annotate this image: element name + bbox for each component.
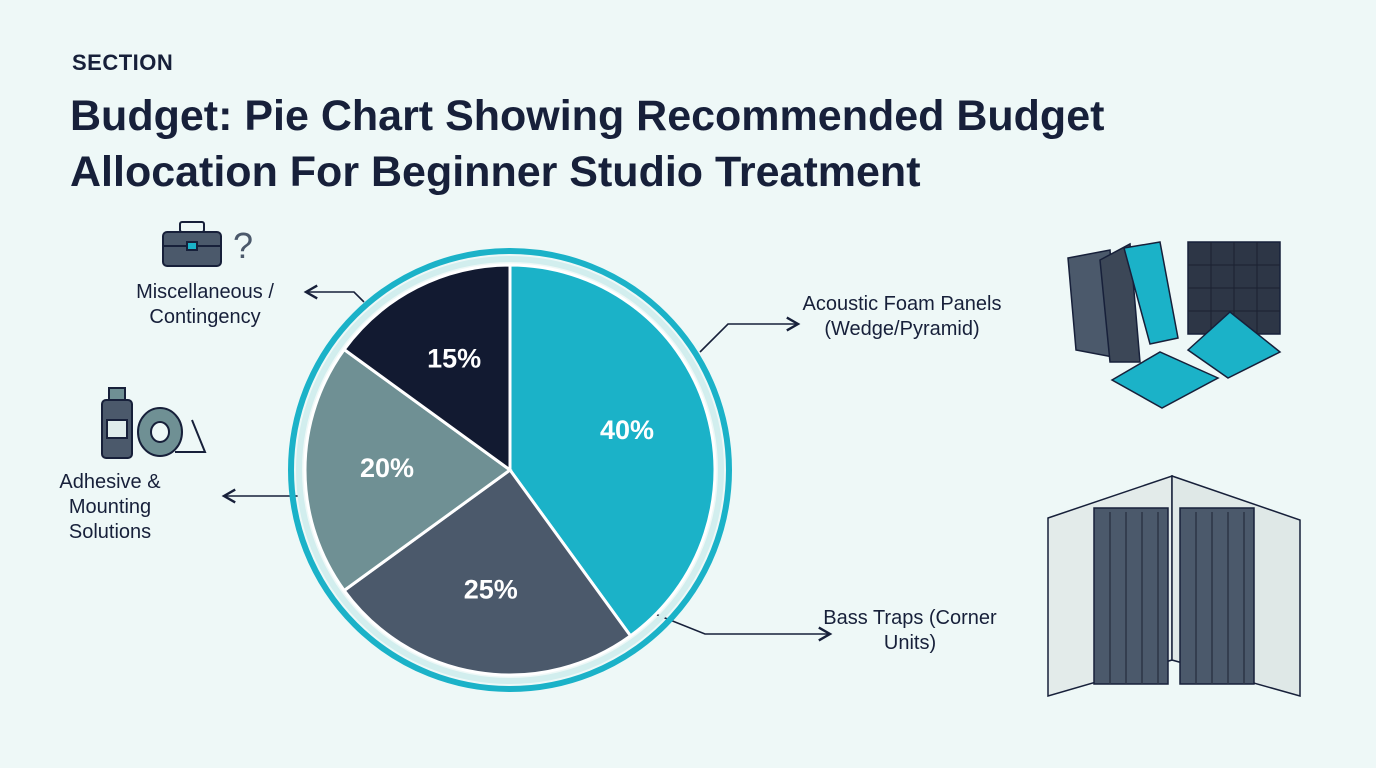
bass-traps-icon [1047, 474, 1301, 697]
svg-text:?: ? [233, 225, 253, 266]
pie-ring-inner [296, 256, 724, 684]
slice-label: 40% [600, 415, 654, 445]
foam-panels-icon [1067, 241, 1282, 409]
category-label: Acoustic Foam Panels (Wedge/Pyramid) [802, 293, 1002, 340]
pie-ring [288, 248, 732, 692]
pie-slice [303, 347, 513, 593]
toolbox-icon: ? [162, 221, 253, 267]
pie-slice [508, 263, 717, 638]
pie-slice [342, 467, 633, 677]
slice-label: 15% [427, 344, 481, 374]
slice-label: 25% [464, 575, 518, 605]
chart-title: Budget: Pie Chart Showing Recommended Bu… [70, 92, 1105, 196]
category-label: Miscellaneous / Contingency [136, 281, 274, 328]
category-label: Adhesive & Mounting Solutions [59, 471, 161, 543]
adhesive-icon [101, 387, 207, 459]
pie-slice [342, 263, 512, 473]
category-label: Bass Traps (Corner Units) [823, 607, 997, 654]
section-kicker: SECTION [72, 50, 174, 75]
slice-label: 20% [360, 453, 414, 483]
